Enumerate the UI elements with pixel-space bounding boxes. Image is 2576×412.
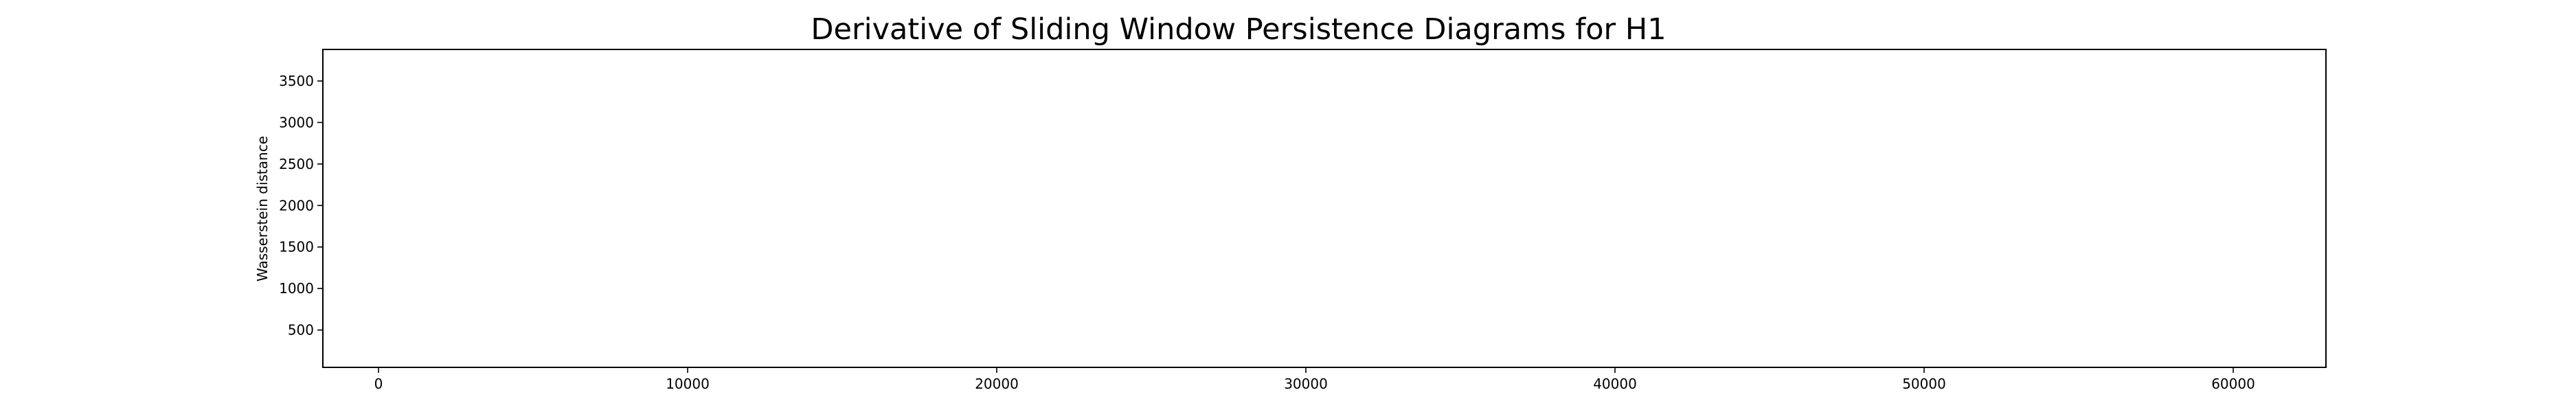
x-tick-label: 30000 <box>1284 376 1328 392</box>
x-tick-label: 0 <box>374 376 383 392</box>
y-axis: 500 1000 1500 2000 2500 3000 3500 <box>279 73 323 339</box>
y-tick-label: 1000 <box>279 280 314 297</box>
y-tick-label: 500 <box>288 322 314 339</box>
x-tick-label: 20000 <box>975 376 1019 392</box>
x-tick-label: 50000 <box>1902 376 1946 392</box>
x-tick-label: 60000 <box>2211 376 2255 392</box>
x-tick-label: 40000 <box>1593 376 1637 392</box>
x-tick-label: 10000 <box>666 376 710 392</box>
x-axis: 0 10000 20000 30000 40000 50000 60000 <box>374 367 2255 392</box>
y-tick-label: 3500 <box>279 73 314 89</box>
y-tick-label: 1500 <box>279 239 314 255</box>
y-tick-label: 2000 <box>279 197 314 214</box>
y-axis-label: Wasserstein distance <box>254 136 271 282</box>
y-tick-label: 3000 <box>279 114 314 130</box>
y-tick-label: 2500 <box>279 156 314 172</box>
chart-title: Derivative of Sliding Window Persistence… <box>811 12 1666 47</box>
plot-area <box>322 49 2327 368</box>
